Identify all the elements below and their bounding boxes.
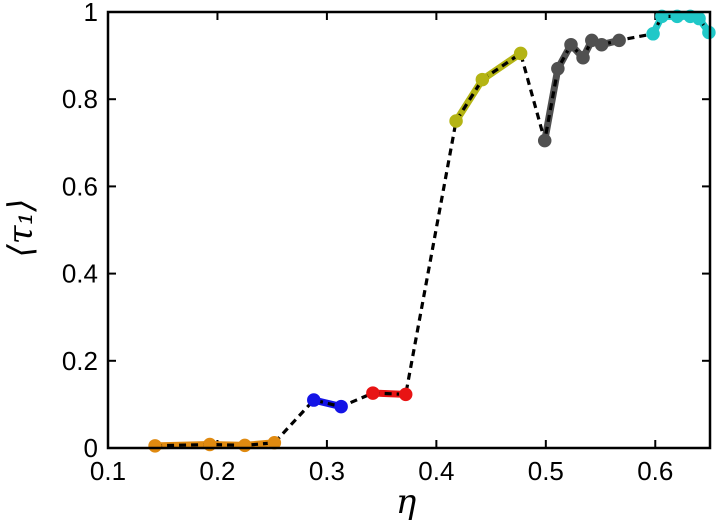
data-point bbox=[576, 51, 590, 65]
data-point bbox=[366, 386, 380, 400]
dashed-connector-line bbox=[155, 14, 711, 448]
y-tick-label: 0 bbox=[84, 433, 98, 463]
data-point bbox=[537, 133, 552, 148]
y-tick-label: 0.6 bbox=[62, 171, 98, 201]
data-point bbox=[238, 438, 252, 453]
data-point bbox=[564, 37, 578, 52]
data-point bbox=[475, 72, 490, 87]
data-point bbox=[307, 393, 321, 407]
x-tick-label: 0.1 bbox=[90, 456, 126, 486]
data-point bbox=[398, 387, 413, 402]
data-point bbox=[612, 33, 626, 48]
axis-ticks bbox=[107, 11, 710, 449]
x-axis-label: η bbox=[396, 482, 417, 520]
data-point bbox=[692, 11, 706, 26]
data-point bbox=[334, 399, 348, 414]
series-line bbox=[452, 49, 525, 125]
y-tick-label: 1 bbox=[84, 0, 98, 27]
data-point bbox=[646, 27, 660, 41]
x-tick-label: 0.3 bbox=[309, 456, 345, 486]
x-tick-label: 0.2 bbox=[199, 456, 235, 486]
data-point bbox=[449, 114, 463, 128]
y-axis-label: ⟨τ₁⟩ bbox=[1, 199, 41, 258]
y-tick-label: 0.4 bbox=[62, 259, 98, 289]
y-tick-label: 0.8 bbox=[62, 84, 98, 114]
data-point bbox=[148, 439, 162, 453]
data-point bbox=[513, 46, 528, 61]
x-tick-label: 0.5 bbox=[528, 456, 564, 486]
data-point bbox=[551, 61, 565, 76]
tick-labels: 0.1 0.2 0.3 0.4 0.5 0.6 0 0.2 0.4 0.6 0.8 1 bbox=[62, 0, 674, 486]
data-point bbox=[655, 9, 669, 24]
y-tick-label: 0.2 bbox=[62, 346, 98, 376]
data-point bbox=[594, 37, 609, 52]
plot-frame bbox=[106, 10, 712, 450]
x-tick-label: 0.6 bbox=[637, 456, 673, 486]
data-point bbox=[670, 9, 684, 24]
x-tick-label: 0.4 bbox=[418, 456, 454, 486]
plot-layer bbox=[148, 9, 716, 453]
